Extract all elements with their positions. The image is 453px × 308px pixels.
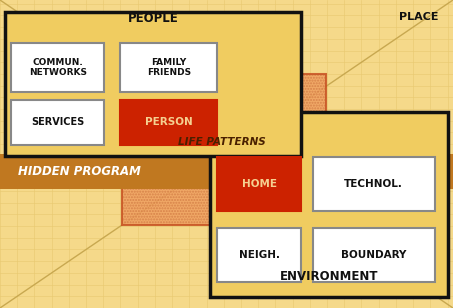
Bar xyxy=(313,228,435,282)
Text: NEIGH.: NEIGH. xyxy=(239,250,280,260)
Bar xyxy=(5,12,301,156)
Bar xyxy=(120,43,217,92)
Bar xyxy=(11,43,104,92)
Bar xyxy=(217,157,301,211)
Bar xyxy=(122,74,326,225)
Text: FAMILY
FRIENDS: FAMILY FRIENDS xyxy=(147,58,191,77)
Bar xyxy=(0,154,453,189)
Text: BOUNDARY: BOUNDARY xyxy=(341,250,406,260)
Bar xyxy=(217,228,301,282)
Text: ENVIRONMENT: ENVIRONMENT xyxy=(280,270,378,283)
Bar xyxy=(11,100,104,145)
Text: LIFE PATTERNS: LIFE PATTERNS xyxy=(178,137,266,147)
Text: TECHNOL.: TECHNOL. xyxy=(344,179,403,189)
Text: PEOPLE: PEOPLE xyxy=(127,12,178,25)
Text: COMMUN.
NETWORKS: COMMUN. NETWORKS xyxy=(29,58,87,77)
Bar xyxy=(120,100,217,145)
Text: HIDDEN PROGRAM: HIDDEN PROGRAM xyxy=(18,165,141,178)
Text: SERVICES: SERVICES xyxy=(31,117,84,128)
Text: PERSON: PERSON xyxy=(145,117,193,128)
Bar xyxy=(313,157,435,211)
Bar xyxy=(122,74,326,225)
Bar xyxy=(210,112,448,297)
Text: PLACE: PLACE xyxy=(399,12,439,22)
Text: HOME: HOME xyxy=(242,179,277,189)
